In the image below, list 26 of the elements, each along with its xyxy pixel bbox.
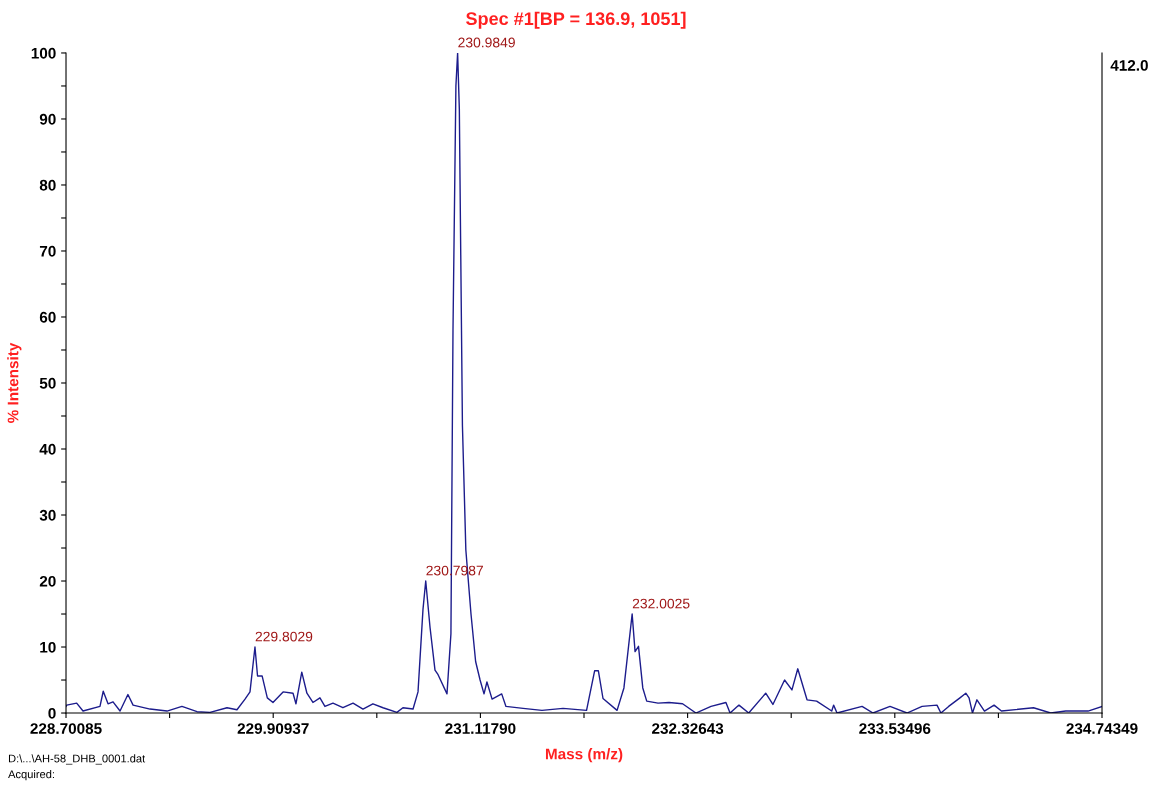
y-tick-label: 70 xyxy=(39,245,56,257)
chart-title: Spec #1[BP = 136.9, 1051] xyxy=(466,11,686,29)
y-tick-label: 90 xyxy=(39,113,56,125)
y-tick-label: 0 xyxy=(48,707,56,719)
y-tick-label: 80 xyxy=(39,179,56,191)
annotation: 232.0025 xyxy=(632,598,690,609)
x-tick-label: 229.90937 xyxy=(237,723,309,734)
annotation: 229.8029 xyxy=(255,631,313,642)
x-tick-label: 233.53496 xyxy=(859,723,931,734)
annotation: 230.9849 xyxy=(458,37,515,48)
text: Acquired: xyxy=(8,770,54,781)
x-tick-label: 234.74349 xyxy=(1066,723,1138,734)
y-tick-label: 30 xyxy=(39,509,56,521)
y-tick-label: 20 xyxy=(39,575,56,587)
y-tick-label: 100 xyxy=(31,47,56,59)
y-tick-label: 40 xyxy=(39,443,56,455)
y-tick-label: 50 xyxy=(39,377,56,389)
y-tick-label: 60 xyxy=(39,311,56,323)
x-tick-label: 232.32643 xyxy=(652,723,724,734)
x-axis-title: Mass (m/z) xyxy=(545,748,623,763)
x-tick-label: 228.70085 xyxy=(30,723,102,734)
text: D:\...\AH-58_DHB_0001.dat xyxy=(8,754,146,765)
y-axis-title: % Intensity xyxy=(7,342,22,423)
y-tick-label: 10 xyxy=(40,641,56,653)
x-tick-label: 231.11790 xyxy=(445,723,516,734)
text: 412.0 xyxy=(1110,59,1148,71)
